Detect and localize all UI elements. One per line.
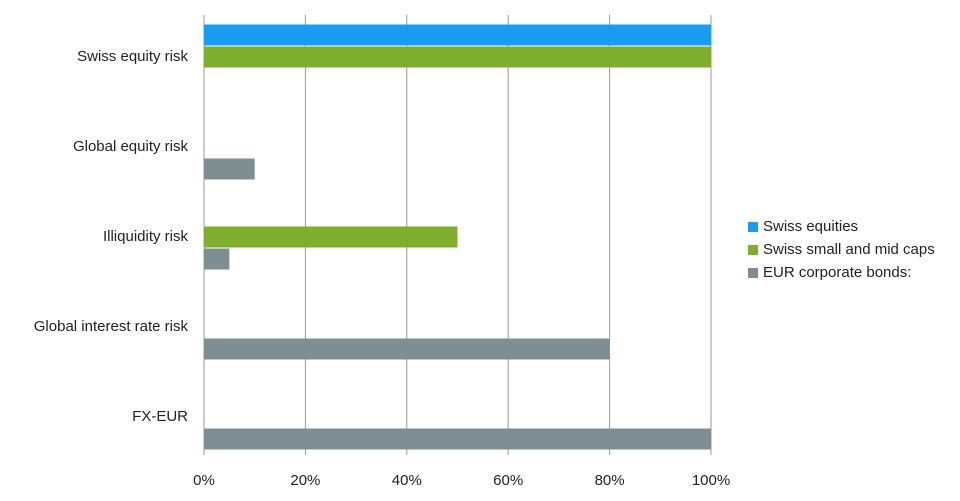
y-tick-label: FX-EUR	[132, 408, 188, 425]
bar	[204, 226, 458, 248]
x-tick-label: 80%	[595, 472, 625, 489]
bar	[204, 46, 711, 68]
bar	[204, 428, 711, 450]
y-tick-label: Swiss equity risk	[77, 48, 188, 65]
x-tick-label: 0%	[193, 472, 215, 489]
legend-swatch	[748, 268, 758, 278]
legend-label: EUR corporate bonds:	[763, 264, 911, 281]
x-tick-label: 100%	[692, 472, 730, 489]
legend-swatch	[748, 245, 758, 255]
x-tick-label: 20%	[290, 472, 320, 489]
x-tick-label: 40%	[392, 472, 422, 489]
bar	[204, 338, 610, 360]
bar	[204, 158, 255, 180]
y-tick-label: Global equity risk	[73, 138, 189, 155]
legend-swatch	[748, 222, 758, 232]
bar	[204, 24, 711, 46]
y-tick-label: Illiquidity risk	[103, 228, 189, 245]
legend-label: Swiss equities	[763, 218, 858, 235]
legend-label: Swiss small and mid caps	[763, 241, 935, 258]
x-tick-label: 60%	[493, 472, 523, 489]
bar	[204, 248, 230, 270]
y-tick-label: Global interest rate risk	[34, 318, 189, 335]
